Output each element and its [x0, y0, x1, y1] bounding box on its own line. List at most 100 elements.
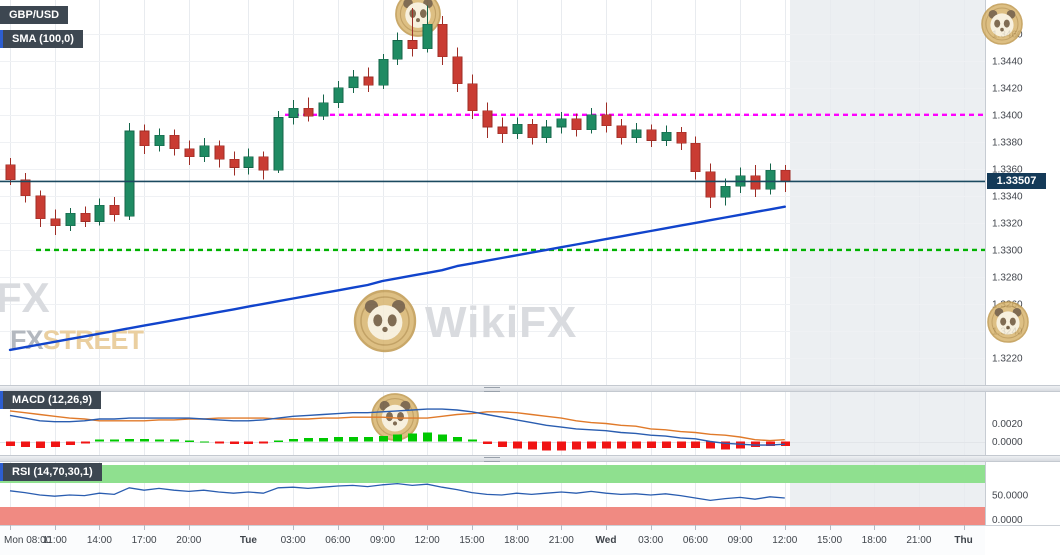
macd-histogram-bar: [602, 441, 611, 449]
candle: [124, 130, 135, 217]
macd-histogram-bar: [647, 441, 656, 448]
candle: [482, 110, 493, 128]
macd-histogram-bar: [274, 440, 283, 442]
candle: [407, 40, 418, 49]
macd-histogram-bar: [36, 441, 45, 448]
rsi-overbought-band: [0, 465, 985, 483]
price-axis-label: 1.3300: [992, 245, 1023, 256]
macd-histogram-bar: [21, 441, 30, 447]
candle: [601, 114, 612, 126]
candle: [452, 56, 463, 85]
macd-axis-label: 0.0000: [992, 437, 1023, 448]
panel-splitter[interactable]: [0, 455, 1060, 462]
macd-histogram-bar: [304, 437, 313, 442]
time-axis-label: 09:00: [728, 535, 753, 546]
macd-histogram-bar: [364, 437, 373, 442]
splitter-grip-icon[interactable]: [484, 387, 500, 392]
panda-coin-watermark-icon: [353, 289, 417, 353]
wikifx-watermark-fragment: FX: [0, 274, 50, 321]
candle: [348, 76, 359, 89]
time-axis-label: 03:00: [281, 535, 306, 546]
time-axis-label: 18:00: [862, 535, 887, 546]
macd-histogram-bar: [513, 441, 522, 449]
time-axis-label: Thu: [954, 535, 972, 546]
macd-histogram-bar: [110, 439, 119, 442]
macd-histogram-bar: [677, 441, 686, 448]
price-axis-label: 1.3440: [992, 56, 1023, 67]
rsi-axis-label: 50.0000: [992, 491, 1029, 502]
macd-line: [9, 408, 785, 446]
macd-histogram-bar: [66, 441, 75, 446]
watermark-overlay: [981, 3, 1029, 343]
macd-histogram-bar: [438, 434, 447, 442]
candle: [169, 134, 180, 149]
time-axis-label: 12:00: [415, 535, 440, 546]
time-axis-label: 15:00: [817, 535, 842, 546]
sma-line: [8, 205, 786, 352]
candle: [154, 134, 165, 147]
time-axis-label: 11:00: [43, 535, 68, 546]
time-axis-label: 15:00: [459, 535, 484, 546]
candle: [646, 129, 657, 141]
candle: [258, 156, 269, 171]
candle: [303, 107, 314, 117]
price-axis-label: 1.3380: [992, 137, 1023, 148]
symbol-badge: GBP/USD: [0, 6, 69, 24]
macd-histogram-bar: [319, 437, 328, 442]
macd-histogram-bar: [766, 441, 775, 446]
candle: [273, 117, 284, 171]
macd-histogram-bar: [423, 432, 432, 442]
macd-histogram-bar: [557, 441, 566, 451]
candle: [363, 76, 374, 86]
panel-splitter[interactable]: [0, 385, 1060, 392]
price-axis-label: 1.3220: [992, 353, 1023, 364]
macd-histogram-bar: [170, 439, 179, 442]
macd-histogram-bar: [334, 437, 343, 442]
candle: [541, 126, 552, 139]
macd-histogram-bar: [6, 441, 15, 446]
macd-histogram-bar: [781, 441, 790, 446]
macd-histogram-bar: [483, 441, 492, 445]
candle: [80, 213, 91, 222]
candle: [586, 114, 597, 130]
macd-histogram-bar: [617, 441, 626, 449]
rsi-panel: [0, 465, 985, 525]
price-axis-label: 1.3360: [992, 164, 1023, 175]
macd-histogram-bar: [51, 441, 60, 447]
splitter-grip-icon[interactable]: [484, 457, 500, 462]
time-axis-label: 12:00: [772, 535, 797, 546]
time-axis-label: 06:00: [325, 535, 350, 546]
macd-histogram-bar: [185, 440, 194, 442]
candle: [720, 186, 731, 198]
candle: [333, 87, 344, 103]
candle: [109, 205, 120, 216]
macd-histogram-bar: [468, 439, 477, 442]
time-axis-label: 09:00: [370, 535, 395, 546]
macd-histogram-bar: [230, 441, 239, 445]
candle: [378, 59, 389, 86]
candle: [616, 125, 627, 139]
price-axis-label: 1.3400: [992, 110, 1023, 121]
macd-panel: [0, 408, 985, 451]
price-axis: 1.34601.34401.34201.34001.33801.33601.33…: [985, 0, 1060, 555]
candle: [199, 145, 210, 158]
candle: [661, 132, 672, 141]
candle: [184, 148, 195, 158]
macd-histogram-bar: [706, 441, 715, 449]
macd-histogram-bar: [632, 441, 641, 449]
macd-signal-line: [9, 410, 785, 442]
macd-histogram-bar: [691, 441, 700, 448]
macd-histogram-bar: [736, 441, 745, 449]
macd-histogram-bar: [528, 441, 537, 450]
macd-histogram-bar: [140, 438, 149, 442]
candle: [571, 118, 582, 130]
macd-histogram-bar: [498, 441, 507, 447]
candle: [288, 107, 299, 118]
macd-histogram-bar: [587, 441, 596, 449]
rsi-indicator-badge: RSI (14,70,30,1): [0, 463, 102, 481]
candle: [765, 169, 776, 190]
time-axis-label: 18:00: [504, 535, 529, 546]
candle: [512, 123, 523, 135]
